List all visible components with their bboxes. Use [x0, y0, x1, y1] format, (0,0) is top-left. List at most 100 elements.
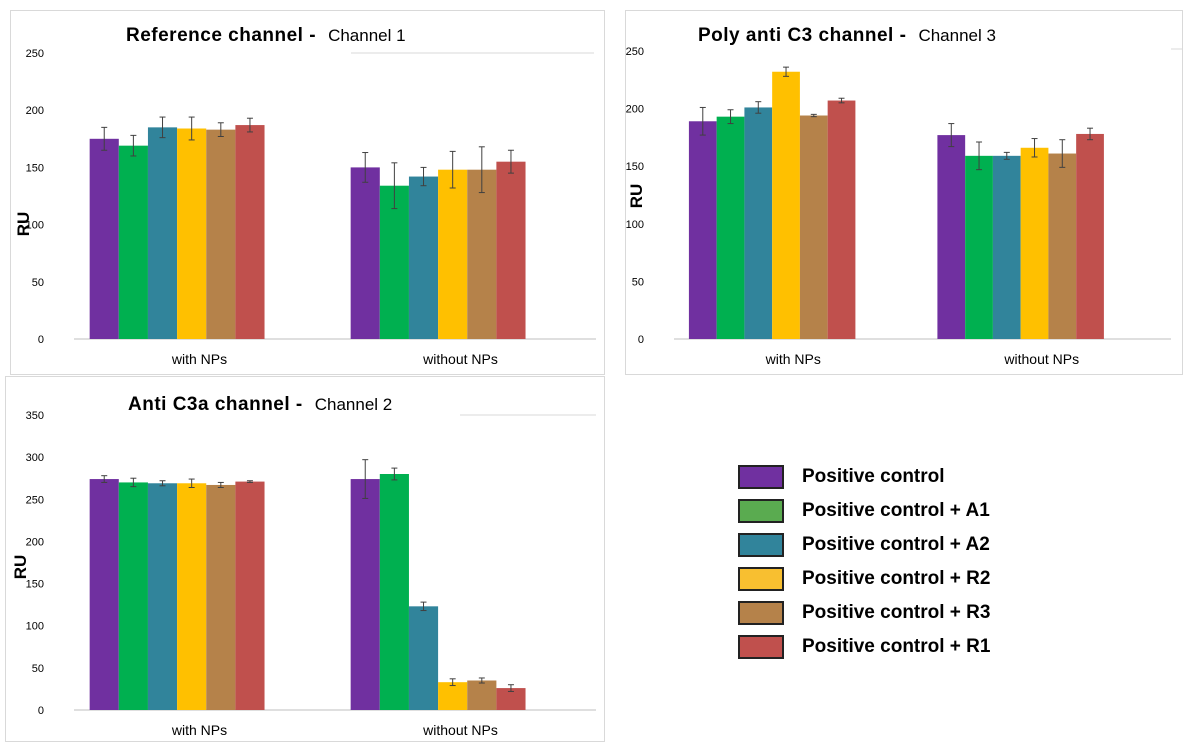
legend-item: Positive control + R1: [738, 630, 990, 664]
bar: [716, 116, 745, 339]
y-tick-label: 100: [26, 621, 44, 633]
y-tick-label: 150: [26, 162, 44, 174]
bar: [438, 682, 468, 710]
chart-poly-anti-c3-channel: 0 50 100 150 200 250 RU with NPs without NPs Poly…: [626, 21, 1183, 367]
legend-item: Positive control + R2: [738, 562, 990, 596]
legend-swatch: [738, 635, 784, 659]
legend-swatch: [738, 567, 784, 591]
y-axis-label: RU: [627, 184, 646, 209]
y-tick-label: 50: [632, 276, 644, 288]
bar: [206, 484, 236, 710]
bar: [147, 127, 178, 339]
bar: [177, 128, 207, 339]
legend-label: Positive control + A2: [802, 534, 990, 555]
x-tick-label: without NPs: [1003, 351, 1079, 367]
legend-swatch: [738, 499, 784, 523]
bar: [235, 125, 265, 340]
x-tick-label: with NPs: [171, 351, 227, 367]
chart-title-channel: Channel 2: [315, 395, 393, 414]
bar: [688, 121, 717, 339]
chart-panel-poly-anti-c3: 0 50 100 150 200 250 RU with NPs without NPs Poly…: [625, 10, 1183, 375]
bar: [379, 474, 409, 710]
y-tick-label: 250: [26, 48, 44, 60]
bar: [177, 483, 207, 710]
chart-title-bold: Reference channel -: [126, 25, 316, 46]
chart-title-channel: Channel 3: [918, 26, 996, 45]
bar: [438, 169, 468, 339]
bar: [235, 481, 265, 710]
legend-label: Positive control + R3: [802, 602, 991, 623]
legend-label: Positive control + R1: [802, 636, 991, 657]
bar: [1020, 147, 1049, 339]
bar: [408, 176, 439, 339]
bar: [496, 161, 526, 339]
y-tick-label: 350: [26, 410, 44, 422]
legend-swatch: [738, 465, 784, 489]
bar: [408, 606, 439, 710]
bar: [1048, 153, 1077, 339]
legend-item: Positive control + A2: [738, 528, 990, 562]
y-tick-label: 200: [26, 536, 44, 548]
bar: [827, 100, 856, 339]
legend-item: Positive control + R3: [738, 596, 990, 630]
y-tick-label: 150: [26, 579, 44, 591]
y-tick-label: 50: [32, 277, 44, 289]
bar: [350, 167, 380, 339]
chart-title-channel: Channel 1: [328, 26, 406, 45]
chart-anti-c3a-channel: 0 50 100 150 200 250 300 350 RU with NPs without N…: [11, 390, 596, 738]
legend: Positive control Positive control + A1 Pos…: [738, 460, 990, 664]
bar: [744, 107, 773, 339]
bar: [772, 71, 800, 340]
title-background: [119, 21, 461, 49]
x-tick-label: without NPs: [422, 351, 498, 367]
chart-title-bold: Poly anti C3 channel -: [698, 25, 906, 46]
legend-label: Positive control + R2: [802, 568, 991, 589]
bar: [799, 115, 828, 340]
bar: [937, 135, 966, 339]
title-background: [692, 21, 1052, 49]
bar: [89, 479, 119, 710]
bar: [350, 479, 380, 710]
bar: [1076, 133, 1104, 339]
y-axis-label: RU: [14, 212, 33, 237]
chart-title: Poly anti C3 channel - Channel 3: [698, 25, 996, 46]
y-tick-label: 50: [32, 663, 44, 675]
bar: [965, 155, 993, 339]
chart-title: Anti C3a channel - Channel 2: [128, 394, 392, 415]
chart-title: Reference channel - Channel 1: [126, 25, 406, 46]
y-axis-label: RU: [11, 555, 30, 580]
bar: [118, 145, 148, 339]
title-background: [122, 390, 460, 418]
chart-panel-reference: 0 50 100 150 200 250 RU with NPs without NPs Refe…: [10, 10, 605, 375]
y-tick-label: 0: [38, 334, 44, 346]
x-tick-label: with NPs: [171, 722, 227, 738]
bar: [89, 138, 119, 339]
bar: [992, 155, 1021, 339]
x-tick-label: with NPs: [765, 351, 821, 367]
legend-item: Positive control + A1: [738, 494, 990, 528]
x-tick-label: without NPs: [422, 722, 498, 738]
chart-panel-anti-c3a: 0 50 100 150 200 250 300 350 RU with NPs without N…: [5, 376, 605, 742]
y-tick-label: 0: [38, 705, 44, 717]
chart-title-bold: Anti C3a channel -: [128, 394, 303, 415]
y-tick-label: 200: [26, 105, 44, 117]
y-tick-label: 200: [626, 104, 644, 116]
bar: [467, 680, 497, 710]
y-tick-label: 300: [26, 452, 44, 464]
y-tick-label: 150: [626, 161, 644, 173]
legend-swatch: [738, 533, 784, 557]
chart-reference-channel: 0 50 100 150 200 250 RU with NPs without NPs Refe…: [14, 21, 596, 367]
legend-swatch: [738, 601, 784, 625]
bar: [467, 169, 497, 339]
bar: [496, 688, 526, 710]
y-tick-label: 100: [626, 219, 644, 231]
bar: [379, 185, 409, 339]
y-tick-label: 250: [626, 46, 644, 58]
legend-label: Positive control: [802, 466, 945, 487]
bar: [147, 483, 178, 710]
y-tick-label: 100: [26, 220, 44, 232]
legend-item: Positive control: [738, 460, 990, 494]
y-tick-label: 0: [638, 334, 644, 346]
legend-label: Positive control + A1: [802, 500, 990, 521]
bar: [206, 129, 236, 339]
